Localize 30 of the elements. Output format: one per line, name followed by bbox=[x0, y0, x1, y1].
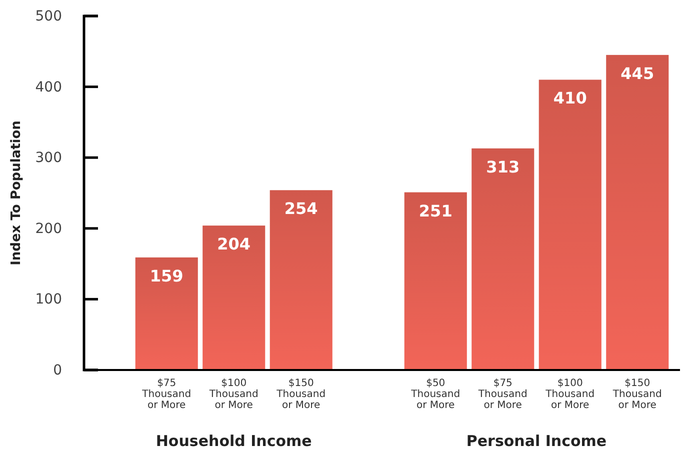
y-tick-label: 0 bbox=[53, 362, 62, 378]
x-tick-label: $100 Thousand or More bbox=[208, 378, 258, 411]
bar bbox=[472, 148, 534, 370]
y-tick-label: 300 bbox=[35, 150, 62, 166]
bar bbox=[538, 80, 602, 370]
x-tick-label: $100 Thousand or More bbox=[544, 378, 595, 411]
data-label: 204 bbox=[217, 234, 251, 254]
text: Household Income bbox=[156, 432, 312, 450]
bar bbox=[606, 54, 669, 370]
data-label: 410 bbox=[553, 88, 587, 108]
x-tick-label: $75 Thousand or More bbox=[477, 378, 528, 411]
text: Personal Income bbox=[466, 432, 607, 450]
data-label: 445 bbox=[620, 64, 654, 83]
x-tick-label: $150 Thousand or More bbox=[276, 378, 326, 411]
x-tick-label: $50 Thousand or More bbox=[410, 378, 460, 411]
x-tick-label: $75 Thousand or More bbox=[141, 378, 192, 411]
bar bbox=[404, 192, 467, 370]
data-label: 313 bbox=[486, 157, 520, 176]
bar bbox=[270, 190, 332, 370]
y-tick-label: 200 bbox=[35, 220, 62, 237]
data-label: 251 bbox=[418, 201, 452, 220]
y-tick-label: 400 bbox=[35, 79, 62, 96]
data-label: 159 bbox=[150, 266, 184, 286]
y-tick-label: 100 bbox=[35, 292, 62, 308]
bar bbox=[135, 257, 198, 370]
data-label: 254 bbox=[284, 199, 318, 218]
y-tick-label: 500 bbox=[35, 8, 62, 24]
y-axis-title: Index To Population bbox=[9, 120, 24, 266]
bar bbox=[202, 226, 266, 370]
x-tick-label: $150 Thousand or More bbox=[612, 378, 662, 411]
